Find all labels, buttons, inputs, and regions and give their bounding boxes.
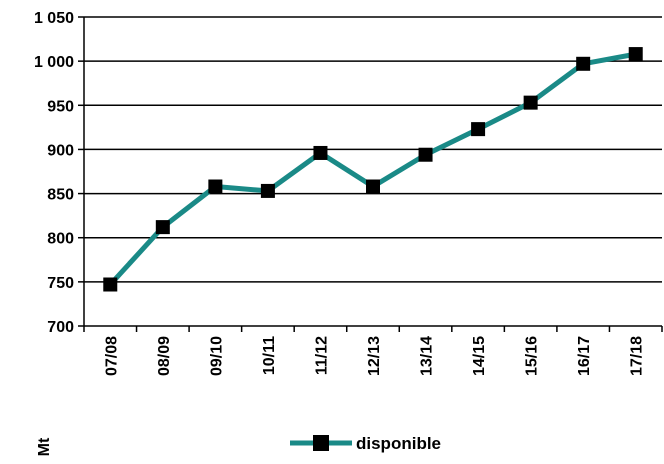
x-tick-label-16-17: 16/17: [576, 336, 593, 376]
x-tick-label-14-15: 14/15: [471, 336, 488, 376]
y-tick-label-1050: 1 050: [34, 10, 74, 27]
y-axis-tick-labels: 700 750 800 850 900 950 1 000 1 050: [34, 10, 74, 336]
series-lines: [107, 51, 639, 288]
series-line-disponible: [107, 51, 639, 288]
x-axis-tick-labels: 07/08 08/09 09/10 10/11 11/12 12/13 13/14 14/15…: [103, 336, 645, 376]
x-tick-label-10-11: 10/11: [261, 336, 278, 375]
y-tick-label-900: 900: [47, 142, 74, 159]
y-tick-label-850: 850: [47, 187, 74, 204]
data-point-17-18: [628, 47, 643, 62]
legend: disponible: [290, 434, 441, 453]
x-tick-label-12-13: 12/13: [366, 336, 383, 376]
legend-label-disponible: disponible: [356, 434, 441, 453]
data-point-11-12: [313, 145, 328, 160]
x-tick-label-11-12: 11/12: [313, 336, 330, 375]
x-tick-label-15-16: 15/16: [524, 336, 541, 376]
data-point-10-11: [260, 183, 275, 198]
x-tick-label-08-09: 08/09: [156, 336, 173, 376]
y-tick-label-700: 700: [47, 319, 74, 336]
data-point-16-17: [576, 56, 591, 71]
x-tick-label-13-14: 13/14: [419, 336, 436, 376]
axes: [78, 16, 663, 332]
y-tick-label-750: 750: [47, 275, 74, 292]
data-point-09-10: [208, 179, 223, 194]
data-point-08-09: [155, 220, 170, 235]
x-tick-label-07-08: 07/08: [103, 336, 120, 376]
data-point-12-13: [366, 179, 380, 194]
grid-lines: [84, 16, 662, 283]
y-axis-unit-label: Mt: [36, 437, 53, 456]
x-tick-label-09-10: 09/10: [208, 336, 225, 376]
y-tick-label-800: 800: [47, 231, 74, 248]
data-point-15-16: [523, 95, 538, 110]
y-tick-label-950: 950: [47, 98, 74, 115]
data-markers: [103, 47, 643, 292]
x-tick-label-17-18: 17/18: [629, 336, 646, 376]
data-point-13-14: [418, 147, 433, 162]
legend-marker-disponible: [313, 435, 329, 451]
data-point-14-15: [471, 122, 486, 137]
data-point-07-08: [103, 277, 118, 292]
y-tick-label-1000: 1 000: [34, 54, 74, 71]
